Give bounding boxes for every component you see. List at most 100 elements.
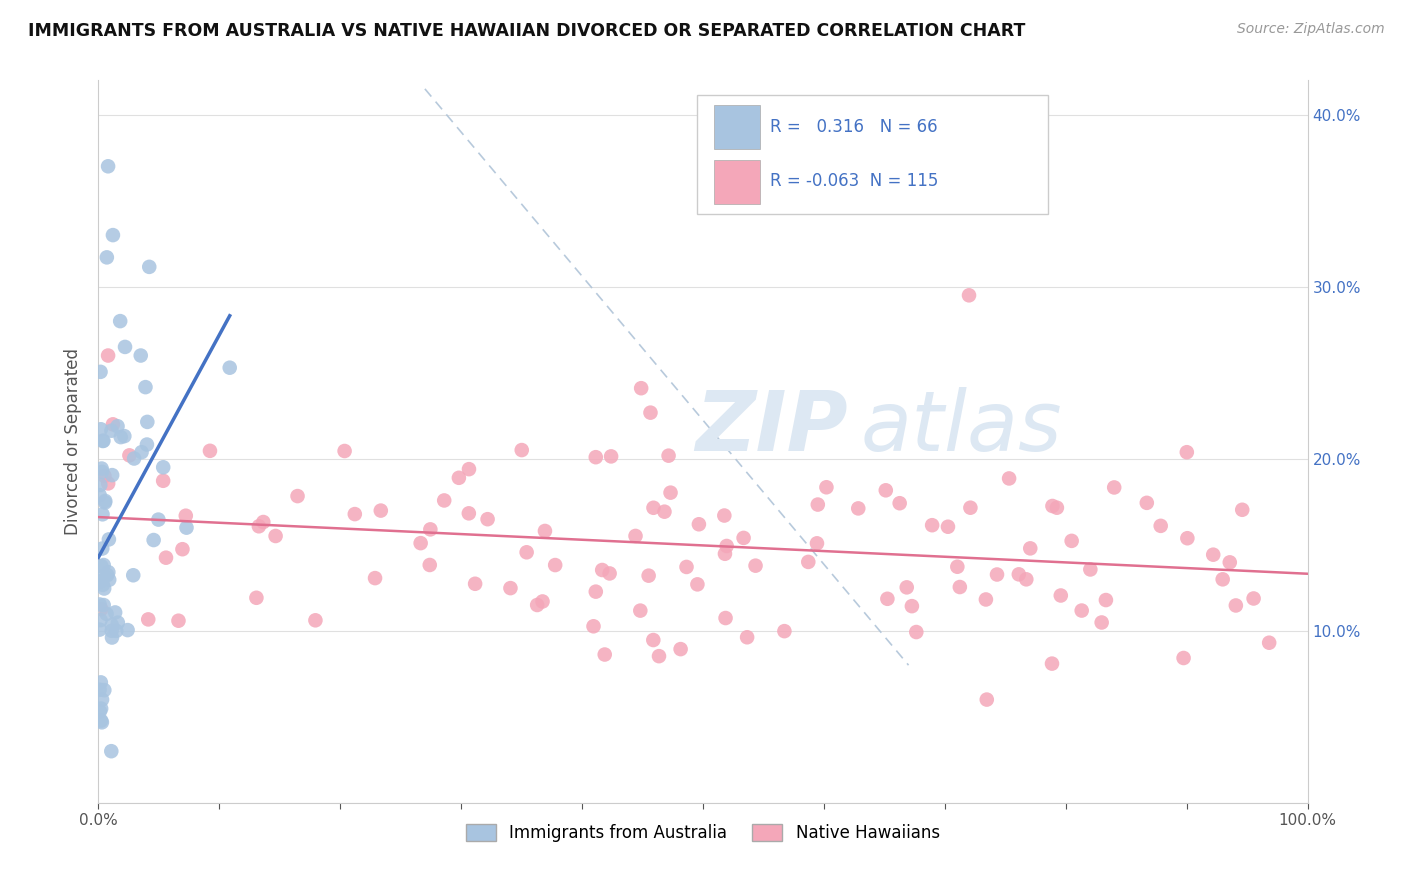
Point (97, 349, 120, 363)
Point (1173, 651, 1195, 665)
Point (93, 683, 115, 698)
Point (90, 701, 112, 715)
Point (544, 558, 567, 572)
Point (91, 578, 114, 592)
Point (499, 581, 522, 595)
Point (93, 434, 115, 448)
Point (807, 498, 830, 512)
Point (1046, 500, 1069, 515)
Point (599, 566, 621, 581)
Point (90, 675, 112, 690)
FancyBboxPatch shape (697, 95, 1047, 214)
Point (97, 476, 120, 491)
Point (90, 461, 112, 475)
Point (91, 508, 114, 522)
Point (600, 450, 623, 464)
Point (457, 506, 479, 520)
Point (688, 517, 710, 532)
Point (287, 489, 309, 503)
Point (364, 571, 387, 585)
Point (198, 443, 221, 458)
Point (110, 430, 132, 444)
Point (94, 494, 117, 508)
Point (526, 598, 548, 612)
Point (97, 533, 120, 547)
Point (815, 480, 838, 494)
Point (846, 501, 869, 516)
Point (101, 631, 124, 645)
Point (174, 508, 197, 523)
Point (1008, 567, 1031, 582)
Point (94, 495, 117, 509)
Point (264, 529, 287, 543)
Point (155, 550, 177, 565)
Point (93, 582, 115, 596)
Point (333, 444, 356, 458)
Point (90, 422, 112, 436)
Point (447, 471, 470, 485)
Point (176, 521, 198, 535)
Point (1243, 591, 1265, 606)
Point (531, 594, 554, 608)
Point (419, 558, 441, 572)
Point (516, 545, 538, 559)
Y-axis label: Divorced or Separated: Divorced or Separated (65, 348, 83, 535)
Point (90, 602, 112, 616)
Point (91, 692, 114, 706)
Point (136, 437, 159, 451)
Point (640, 406, 662, 420)
Point (949, 580, 972, 594)
Point (245, 591, 267, 605)
Point (744, 558, 766, 573)
Point (659, 485, 682, 500)
Point (90, 714, 112, 728)
Point (797, 555, 820, 569)
Point (90, 715, 112, 730)
Point (108, 314, 131, 328)
Point (946, 559, 969, 574)
Point (89, 598, 111, 612)
Point (91, 465, 114, 479)
Point (122, 568, 145, 582)
Point (1070, 603, 1092, 617)
Point (101, 228, 124, 243)
Legend: Immigrants from Australia, Native Hawaiians: Immigrants from Australia, Native Hawaii… (460, 817, 946, 848)
Point (409, 536, 432, 550)
Point (343, 507, 366, 521)
Point (477, 512, 499, 526)
Point (643, 633, 665, 648)
Point (1078, 562, 1101, 576)
Point (876, 591, 898, 606)
Point (142, 533, 165, 547)
Point (974, 592, 997, 607)
Point (1232, 502, 1254, 516)
Point (889, 496, 911, 510)
Point (1150, 519, 1173, 533)
Point (654, 505, 676, 519)
Point (218, 360, 240, 375)
Text: ZIP: ZIP (696, 386, 848, 467)
Point (1202, 548, 1225, 562)
Point (101, 417, 124, 432)
Point (152, 474, 174, 488)
Point (1019, 541, 1042, 556)
Point (658, 449, 681, 463)
Point (96, 607, 118, 621)
Text: atlas: atlas (860, 386, 1062, 467)
Point (433, 493, 456, 508)
Point (100, 618, 122, 632)
Point (167, 614, 190, 628)
Point (136, 415, 159, 429)
Point (90, 559, 112, 574)
Text: Source: ZipAtlas.com: Source: ZipAtlas.com (1237, 22, 1385, 37)
Point (1136, 496, 1159, 510)
Point (112, 429, 135, 443)
Point (131, 445, 153, 459)
Point (630, 381, 652, 395)
Point (464, 576, 486, 591)
Point (1095, 593, 1118, 607)
Point (93, 569, 115, 583)
Point (1042, 499, 1064, 513)
FancyBboxPatch shape (714, 160, 759, 204)
FancyBboxPatch shape (714, 105, 759, 149)
